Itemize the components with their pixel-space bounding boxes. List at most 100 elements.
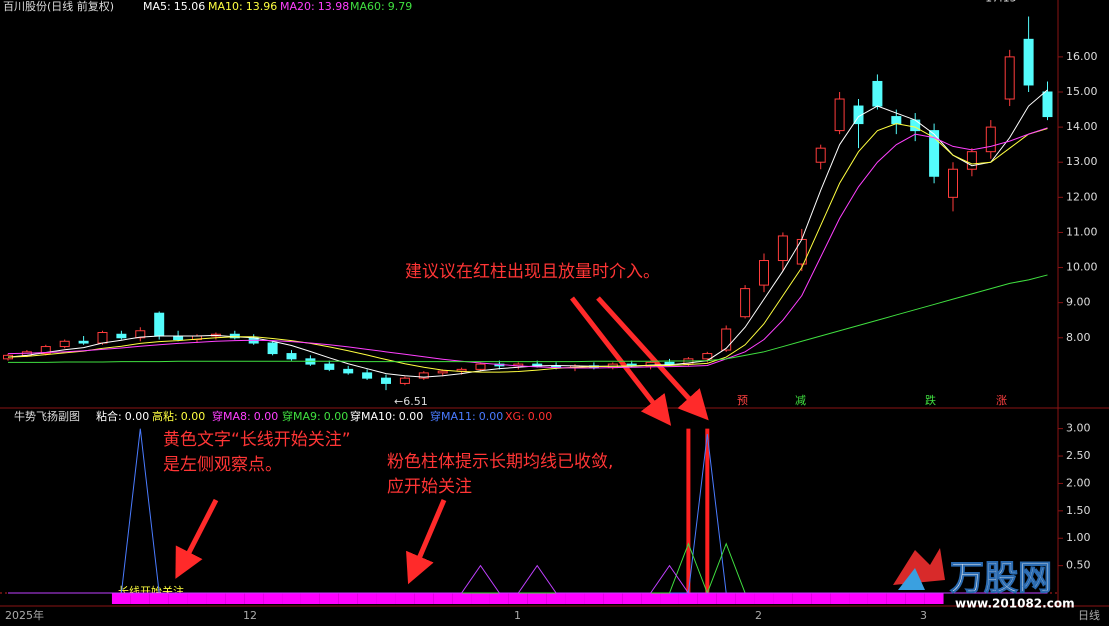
y-tick-label: 10.00 (1066, 261, 1098, 274)
pink-column (792, 593, 812, 604)
legend-value: 13.98 (318, 0, 350, 13)
y-tick-label: 11.00 (1066, 225, 1098, 238)
arrows (175, 296, 709, 585)
pink-column (338, 593, 358, 604)
pink-column (300, 593, 320, 604)
candle-body (78, 340, 89, 344)
candle-body (777, 235, 788, 262)
signal: 跌 (925, 393, 936, 407)
legend-value: 0.00 (399, 410, 424, 423)
pink-column (206, 593, 226, 604)
y-tick-label: 9.00 (1066, 296, 1091, 309)
legend-name: XG: (505, 410, 525, 423)
pink-column (282, 593, 301, 604)
signal: 预 (737, 394, 748, 407)
legend-value: 0.00 (528, 410, 553, 423)
pink-column (716, 593, 736, 604)
ma-line (7, 127, 1048, 369)
logo-icon (898, 568, 925, 590)
logo: 万股网 www.201082.com (893, 548, 1075, 611)
candle-body (985, 126, 996, 153)
pink-column (830, 593, 850, 604)
pink-column (811, 593, 831, 604)
arrow (175, 498, 219, 579)
legend-entry: 穿MA10: 0.00 (350, 409, 423, 423)
candle-body (267, 342, 278, 355)
pink-column (319, 593, 339, 604)
legend-value: 0.00 (181, 410, 206, 423)
y-tick-label: 0.50 (1066, 559, 1091, 572)
y-tick-label: 1.50 (1066, 504, 1091, 517)
pink-column (622, 593, 642, 604)
candle-body (664, 361, 675, 365)
legend-entry: 穿MA8: 0.00 (212, 409, 278, 423)
legend-entry: 穿MA11: 0.00 (430, 409, 503, 423)
legend-entry: MA60: 9.79 (350, 0, 412, 13)
legend-entry: MA20: 13.98 (280, 0, 349, 13)
pink-column (508, 593, 528, 604)
logo-icon (893, 548, 945, 585)
legend-value: 13.96 (246, 0, 278, 13)
pink-column (924, 593, 944, 604)
ma-line (7, 123, 1048, 373)
pink-column (244, 593, 264, 604)
pink-column (678, 593, 698, 604)
legend-value: 0.00 (324, 410, 349, 423)
pink-column (471, 593, 490, 604)
candle-body (286, 353, 297, 360)
legend-entry: 穿MA9: 0.00 (282, 409, 348, 423)
candle-body (97, 332, 108, 344)
pink-column (565, 593, 585, 604)
candle-body (475, 363, 486, 370)
x-axis-label: 3 (920, 609, 927, 622)
candle-body (759, 260, 769, 286)
x-axis-label: 12 (243, 609, 257, 622)
candle-body (966, 151, 977, 170)
annotation: 粉色柱体提示长期均线已收敛, (387, 452, 613, 472)
y-tick-label: 8.00 (1066, 331, 1091, 344)
legend-value: 0.00 (479, 410, 504, 423)
y-tick-label: 2.00 (1066, 476, 1091, 489)
pink-column (584, 593, 604, 604)
red-column (686, 428, 691, 594)
pink-column (754, 593, 774, 604)
arrow (570, 296, 672, 426)
logo-url: www.201082.com (955, 597, 1075, 611)
y-tick-label: 16.00 (1066, 50, 1098, 63)
candle-body (872, 80, 883, 107)
y-tick-label: 15.00 (1066, 85, 1098, 98)
pink-column (414, 593, 434, 604)
pink-column (905, 593, 925, 604)
pink-column (376, 593, 396, 604)
x-axis-label: 2025年 (5, 608, 44, 622)
candle-body (891, 116, 902, 125)
pink-column (641, 593, 661, 604)
candle-body (834, 98, 845, 132)
x-axis-label: 2 (755, 609, 762, 622)
indicator-title: 牛势飞扬副图 (14, 409, 80, 423)
legend-name: MA10: (208, 0, 243, 13)
pink-column (433, 593, 453, 604)
legend-value: 15.06 (174, 0, 206, 13)
signal: 涨 (996, 394, 1007, 407)
candle-body (815, 147, 826, 163)
candle-body (702, 353, 713, 360)
legend-name: 粘合: (96, 409, 122, 423)
legend-entry: MA5: 15.06 (143, 0, 205, 13)
candle-body (418, 372, 429, 379)
y-tick-label: 14.00 (1066, 120, 1098, 133)
pink-column (452, 593, 472, 604)
legend-entry: XG: 0.00 (505, 410, 552, 423)
legend-value: 0.00 (254, 410, 279, 423)
arrow (406, 499, 447, 585)
annotation: 应开始关注 (387, 477, 472, 497)
pink-column (395, 593, 415, 604)
legend-name: MA5: (143, 0, 171, 13)
y-tick-label: 13.00 (1066, 155, 1098, 168)
pink-column (149, 593, 169, 604)
candle-body (173, 335, 184, 341)
pink-column (357, 593, 377, 604)
legend-name: 穿MA11: (430, 409, 476, 423)
